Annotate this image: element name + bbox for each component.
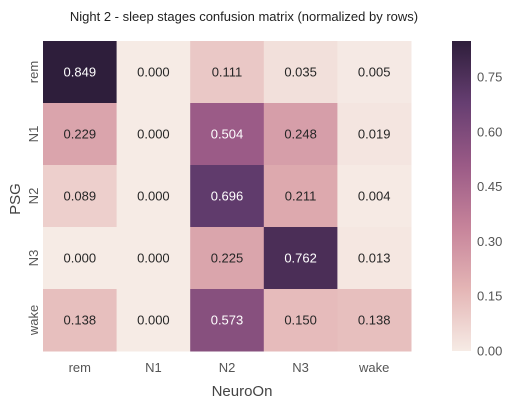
heatmap-cell [337, 41, 412, 104]
cell-value-label: 0.225 [211, 251, 244, 266]
cell-value-label: 0.211 [285, 189, 317, 204]
heatmap-cell [263, 227, 338, 290]
x-tick-label: N1 [145, 360, 162, 375]
heatmap-cell [337, 227, 412, 290]
colorbar-tick-label: 0.75 [477, 70, 502, 85]
cell-value-label: 0.229 [64, 127, 97, 142]
cell-value-label: 0.000 [137, 251, 170, 266]
cell-value-label: 0.696 [211, 189, 244, 204]
heatmap-cell [263, 103, 338, 166]
cell-value-label: 0.150 [284, 313, 317, 328]
cell-value-label: 0.248 [284, 127, 317, 142]
heatmap-cell [116, 103, 191, 166]
x-tick-labels: rem N1 N2 N3 wake [69, 360, 390, 375]
y-tick-label: rem [26, 61, 41, 83]
heatmap-cell [190, 227, 265, 290]
y-tick-label: N3 [26, 250, 41, 267]
cell-value-label: 0.005 [358, 65, 391, 80]
colorbar [452, 41, 471, 351]
heatmap-cell [337, 289, 412, 352]
heatmap-cell [263, 165, 338, 228]
y-tick-label: wake [26, 305, 41, 336]
heatmap-cell [337, 165, 412, 228]
heatmap-cell [43, 41, 118, 104]
cell-value-label: 0.762 [284, 251, 317, 266]
colorbar-tick-label: 0.60 [477, 124, 502, 139]
heatmap-cell [337, 103, 412, 166]
cell-value-label: 0.138 [358, 313, 391, 328]
x-tick-label: rem [69, 360, 91, 375]
x-tick-label: N2 [219, 360, 236, 375]
heatmap-cell [43, 289, 118, 352]
heatmap-cell [43, 103, 118, 166]
cell-value-label: 0.000 [137, 189, 170, 204]
heatmap-cell [190, 103, 265, 166]
cell-value-label: 0.849 [64, 65, 97, 80]
heatmap-cell [263, 41, 338, 104]
heatmap-cells: 0.849 0.000 0.111 0.035 0.005 0.229 0.000 0.504… [43, 41, 412, 352]
colorbar-tick-label: 0.15 [477, 289, 502, 304]
cell-value-label: 0.004 [358, 189, 391, 204]
x-axis-label: NeuroOn [212, 383, 273, 400]
cell-value-label: 0.138 [64, 313, 97, 328]
colorbar-tick-label: 0.30 [477, 234, 502, 249]
cell-value-label: 0.013 [358, 251, 391, 266]
heatmap-cell [116, 165, 191, 228]
x-tick-label: N3 [292, 360, 309, 375]
heatmap-cell [43, 227, 118, 290]
y-tick-label: N1 [26, 126, 41, 143]
y-tick-labels: rem N1 N2 N3 wake [26, 61, 41, 336]
cell-value-label: 0.035 [284, 65, 317, 80]
heatmap-cell [116, 289, 191, 352]
heatmap-cell [190, 165, 265, 228]
heatmap-cell [116, 41, 191, 104]
cell-value-label: 0.000 [137, 127, 170, 142]
cell-value-label: 0.573 [211, 313, 244, 328]
chart-title: Night 2 - sleep stages confusion matrix … [70, 9, 418, 24]
cell-value-label: 0.019 [358, 127, 391, 142]
heatmap-cell [43, 165, 118, 228]
cell-value-label: 0.089 [64, 189, 97, 204]
heatmap-cell [190, 289, 265, 352]
y-axis-label: PSG [7, 183, 24, 215]
heatmap-cell [190, 41, 265, 104]
colorbar-tick-label: 0.00 [477, 344, 502, 359]
cell-value-label: 0.000 [137, 313, 170, 328]
cell-value-label: 0.504 [211, 127, 244, 142]
cell-value-label: 0.111 [212, 65, 243, 80]
colorbar-tick-label: 0.45 [477, 179, 502, 194]
heatmap-cell [263, 289, 338, 352]
cell-value-label: 0.000 [137, 65, 170, 80]
y-tick-label: N2 [26, 188, 41, 205]
colorbar-ticks: 0.00 0.15 0.30 0.45 0.60 0.75 [477, 70, 502, 359]
x-tick-label: wake [358, 360, 389, 375]
cell-value-label: 0.000 [64, 251, 97, 266]
heatmap-cell [116, 227, 191, 290]
